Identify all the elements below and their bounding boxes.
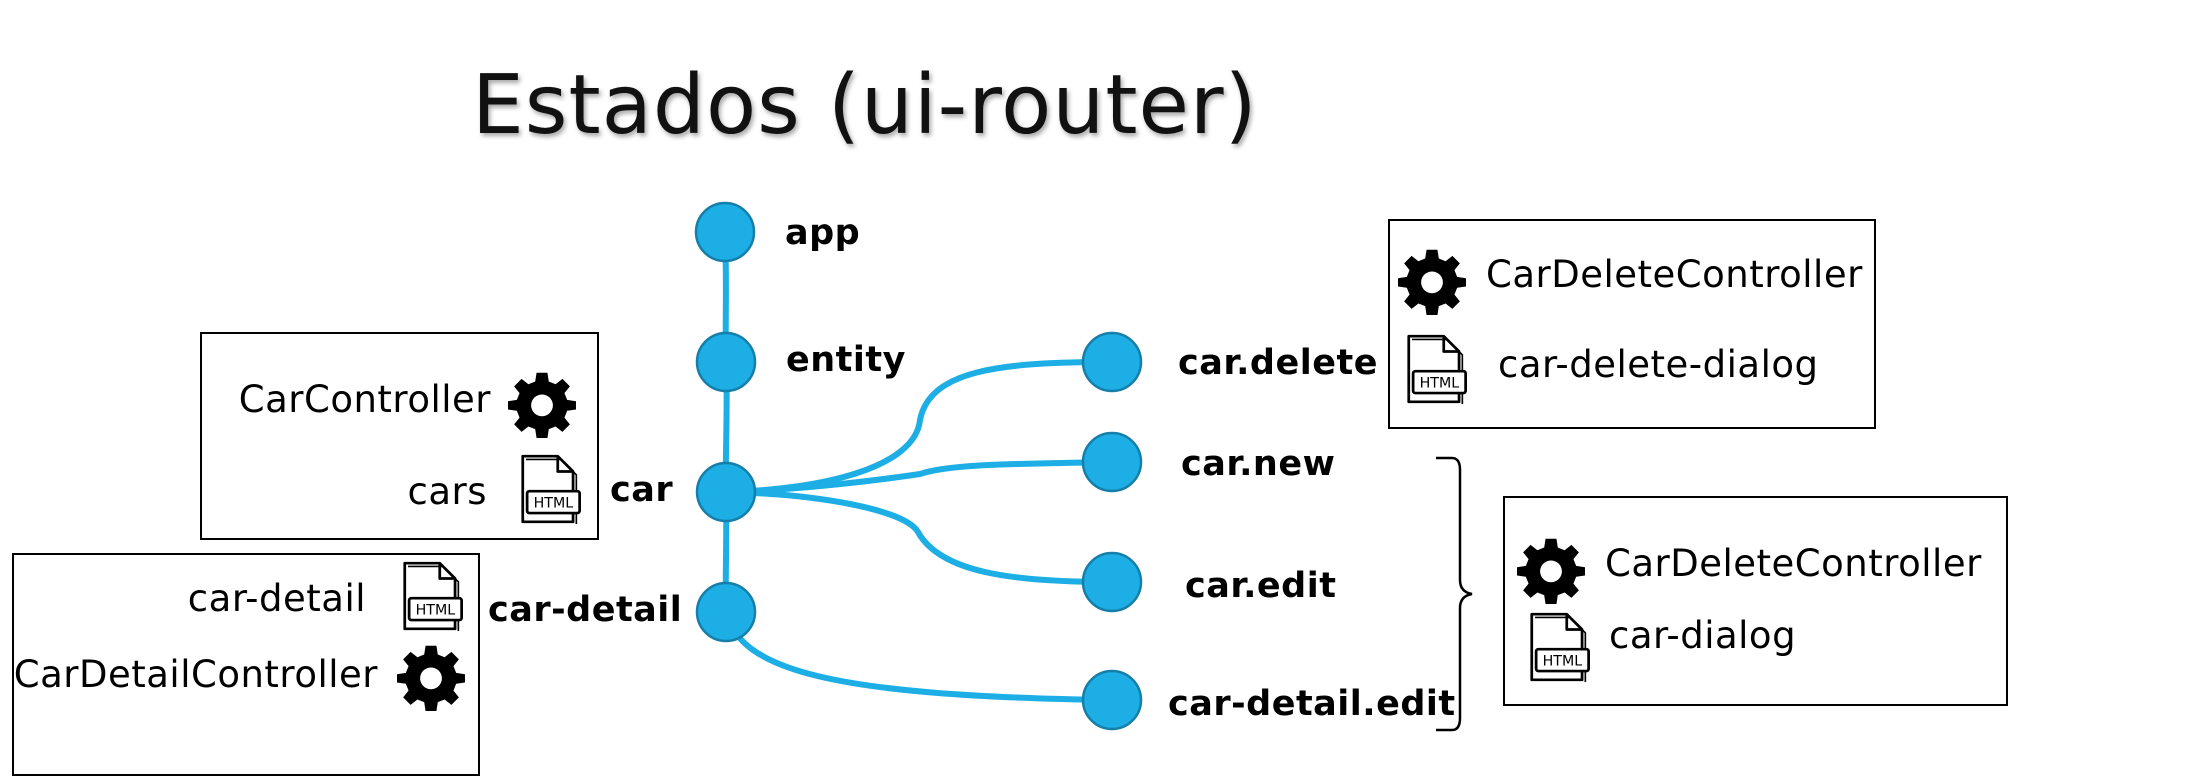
state-label-car-edit: car.edit: [1185, 566, 1337, 606]
state-label-app: app: [785, 213, 861, 253]
car-detail-state-box: car-detail CarDetailController: [12, 553, 480, 776]
tree-nodes: [694, 201, 1143, 731]
state-label-car-new: car.new: [1181, 444, 1336, 484]
edge-cardetail-cardetailedit: [723, 609, 1115, 703]
node-app: [694, 201, 756, 263]
edge-car-caredit: [723, 489, 1115, 585]
html-file-icon: [1530, 612, 1590, 682]
car-dialog-controller-label: CarDeleteController: [1605, 542, 1982, 585]
car-delete-state-box: CarDeleteController car-delete-dialog: [1388, 219, 1876, 429]
car-state-box: CarController cars: [200, 332, 599, 540]
state-label-car-detail: car-detail: [488, 590, 683, 630]
state-label-car-delete: car.delete: [1178, 343, 1378, 383]
node-car-delete: [1081, 331, 1143, 393]
gear-icon: [1517, 538, 1585, 604]
node-car: [695, 461, 757, 523]
car-dialog-state-box: CarDeleteController car-dialog: [1503, 496, 2008, 706]
html-file-icon: [1407, 334, 1467, 404]
state-label-entity: entity: [786, 340, 906, 380]
page-title: Estados (ui-router): [472, 58, 1258, 153]
state-label-car-detail-edit: car-detail.edit: [1168, 684, 1456, 724]
gear-icon: [1398, 249, 1466, 315]
node-car-edit: [1081, 551, 1143, 613]
car-detail-controller-label: CarDetailController: [13, 653, 378, 696]
node-car-detail: [695, 581, 757, 643]
car-controller-label: CarController: [238, 378, 491, 421]
tree-edges: [722, 229, 1115, 703]
node-entity: [695, 331, 757, 393]
car-detail-template-label: car-detail: [187, 577, 366, 620]
node-car-detail-edit: [1081, 669, 1143, 731]
gear-icon: [397, 645, 465, 711]
car-delete-template-label: car-delete-dialog: [1498, 343, 1819, 386]
car-dialog-template-label: car-dialog: [1609, 614, 1797, 657]
html-file-icon: [521, 454, 581, 524]
state-label-car: car: [610, 470, 674, 510]
group-bracket: [1436, 456, 1473, 732]
html-file-icon: [403, 561, 463, 631]
car-template-label: cars: [407, 470, 487, 513]
car-delete-controller-label: CarDeleteController: [1486, 253, 1863, 296]
edge-car-carnew: [723, 459, 1115, 495]
gear-icon: [508, 372, 576, 438]
node-car-new: [1081, 431, 1143, 493]
